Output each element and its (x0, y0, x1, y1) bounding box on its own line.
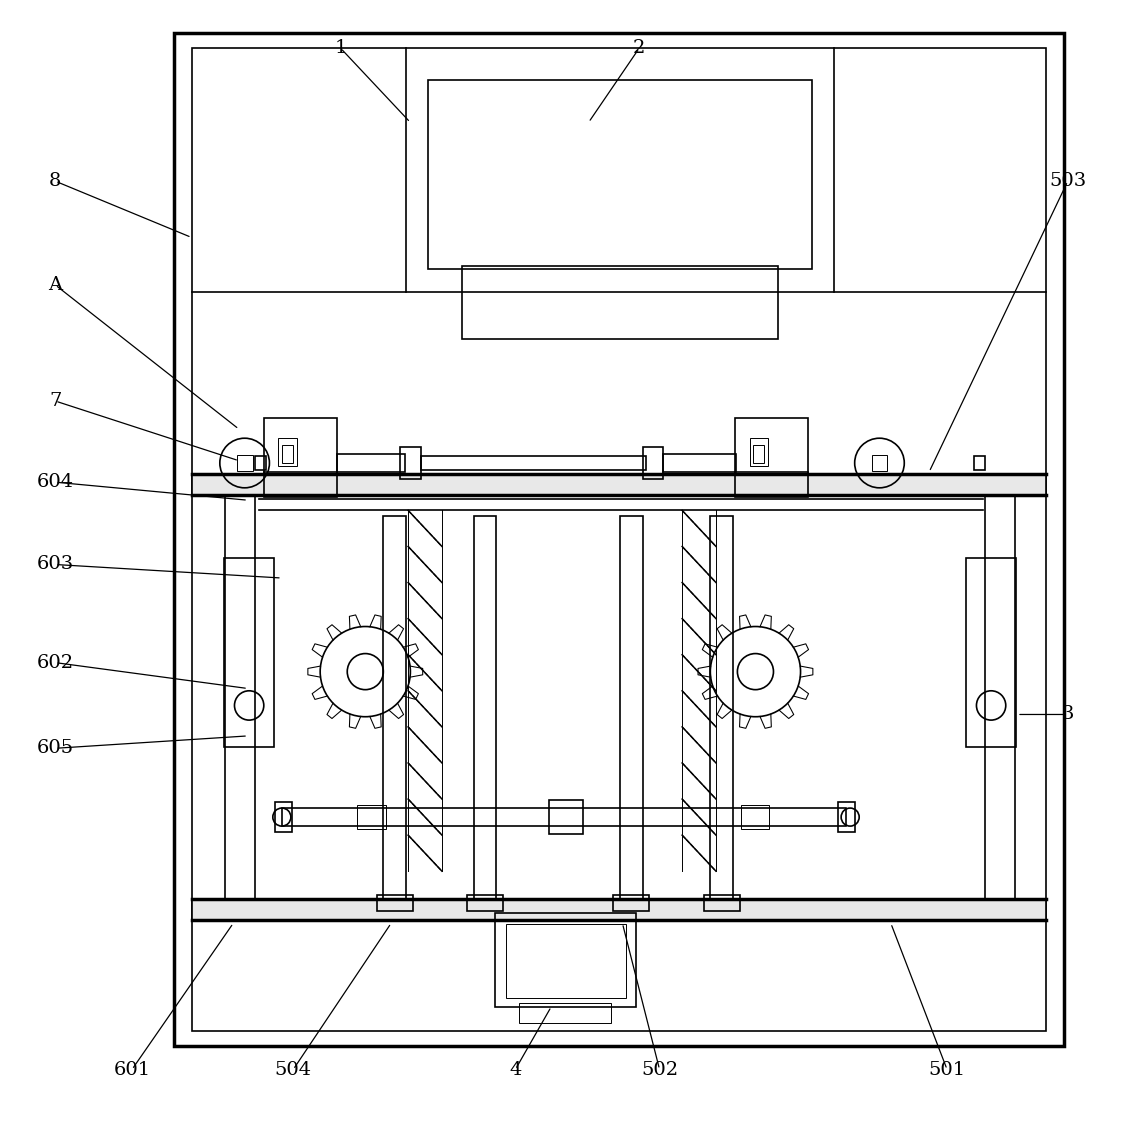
Bar (191, 49, 1046, 1031)
Bar (663, 454, 736, 472)
Bar (224, 558, 274, 747)
Bar (473, 516, 496, 900)
Text: 503: 503 (1049, 172, 1087, 190)
Bar (975, 456, 986, 470)
Text: 504: 504 (275, 1060, 311, 1078)
Bar (740, 805, 769, 830)
Bar (986, 495, 1014, 900)
Bar (278, 438, 297, 466)
Bar (264, 418, 337, 474)
Bar (749, 438, 767, 466)
Bar (255, 456, 266, 470)
Text: 1: 1 (334, 40, 346, 58)
Bar (191, 900, 1046, 920)
Text: 605: 605 (36, 739, 74, 758)
Bar (967, 558, 1015, 747)
Text: 2: 2 (633, 40, 645, 58)
Bar (401, 447, 421, 479)
Bar (282, 808, 846, 826)
Text: A: A (49, 275, 62, 294)
Bar (358, 805, 386, 830)
Text: 601: 601 (113, 1060, 151, 1078)
Bar (620, 516, 643, 900)
Bar (549, 800, 583, 834)
Bar (753, 445, 764, 463)
Bar (872, 455, 887, 471)
Bar (462, 265, 778, 339)
Bar (377, 895, 413, 911)
Text: 501: 501 (928, 1060, 966, 1078)
Text: 3: 3 (1062, 706, 1074, 724)
Bar (237, 455, 252, 471)
Bar (643, 447, 663, 479)
Text: 502: 502 (641, 1060, 678, 1078)
Bar (173, 34, 1064, 1045)
Bar (191, 474, 1046, 495)
Bar (614, 895, 650, 911)
Text: 604: 604 (36, 473, 74, 491)
Bar (735, 472, 808, 497)
Bar (384, 516, 406, 900)
Text: 7: 7 (49, 392, 61, 410)
Bar (735, 418, 808, 474)
Bar (275, 803, 292, 832)
Bar (337, 454, 405, 472)
Text: 603: 603 (36, 555, 74, 574)
Bar (225, 495, 255, 900)
Bar (495, 913, 636, 1007)
Bar (704, 895, 739, 911)
Bar (282, 445, 293, 463)
Text: 602: 602 (36, 654, 74, 672)
Bar (421, 456, 646, 470)
Bar (838, 803, 855, 832)
Bar (711, 516, 732, 900)
Text: 4: 4 (509, 1060, 522, 1078)
Text: 8: 8 (49, 172, 61, 190)
Bar (466, 895, 503, 911)
Bar (428, 80, 812, 269)
Bar (506, 925, 626, 998)
Bar (518, 1004, 611, 1023)
Bar (264, 472, 337, 497)
